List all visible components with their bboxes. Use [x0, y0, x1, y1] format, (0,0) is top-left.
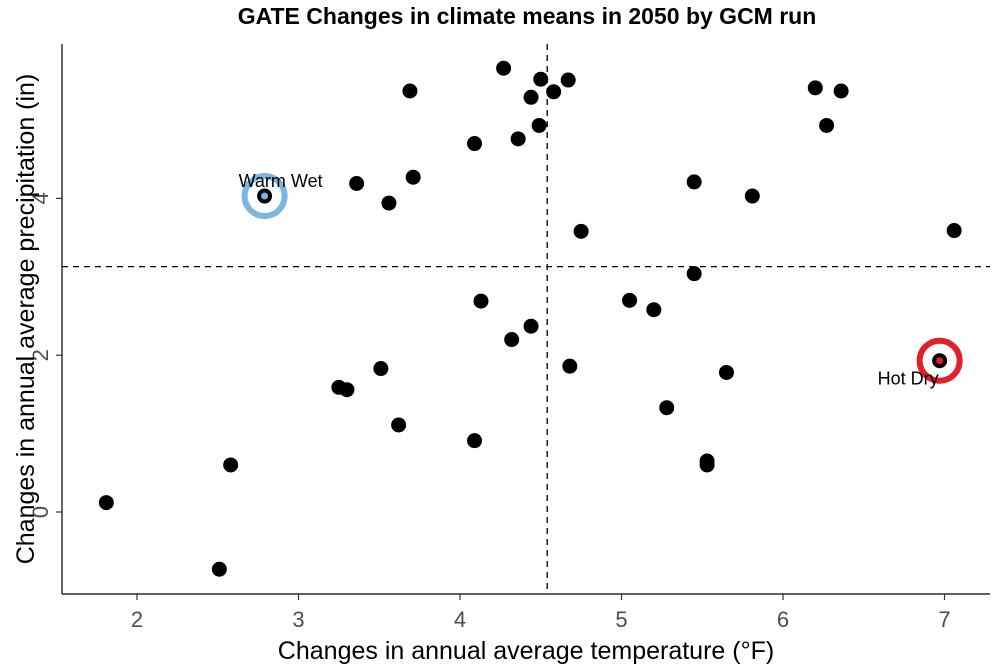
data-point — [405, 169, 421, 185]
data-point — [523, 89, 539, 105]
data-point — [349, 176, 365, 192]
axis-ticks: 2 3 4 5 6 7 0 2 4 — [28, 192, 951, 632]
data-point — [533, 71, 549, 87]
x-tick-label: 6 — [777, 607, 789, 632]
x-tick-label: 7 — [938, 607, 950, 632]
highlighted-runs: Warm Wet Hot Dry — [239, 171, 963, 389]
data-point — [573, 223, 589, 239]
data-point — [560, 72, 576, 88]
data-point — [562, 358, 578, 374]
y-axis-title: Changes in annual average precipitation … — [12, 74, 40, 565]
chart-title: GATE Changes in climate means in 2050 by… — [238, 3, 817, 29]
warm-wet-label: Warm Wet — [239, 171, 323, 191]
data-point — [381, 195, 397, 211]
warm-wet-highlight-ring — [241, 173, 288, 220]
x-axis-title: Changes in annual average temperature (°… — [278, 637, 774, 665]
data-point — [523, 318, 539, 334]
data-point — [373, 361, 389, 377]
data-point — [211, 561, 227, 577]
data-point — [686, 266, 702, 282]
data-point — [659, 400, 675, 416]
data-point — [402, 83, 418, 99]
x-tick-label: 3 — [292, 607, 304, 632]
data-points — [98, 60, 962, 577]
hot-dry-label: Hot Dry — [878, 369, 939, 389]
data-point — [686, 174, 702, 190]
y-tick-label: 2 — [28, 349, 53, 361]
data-point — [496, 60, 512, 76]
data-point — [98, 495, 114, 511]
data-point — [622, 292, 638, 308]
data-point — [718, 364, 734, 380]
data-point — [467, 136, 483, 152]
data-point — [531, 117, 547, 133]
data-point — [646, 302, 662, 318]
x-tick-label: 5 — [615, 607, 627, 632]
data-point — [819, 117, 835, 133]
data-point — [807, 80, 823, 96]
warm-wet-highlight-center — [261, 192, 269, 200]
data-point — [473, 293, 489, 309]
data-point — [339, 382, 355, 398]
hot-dry-highlight-center — [936, 357, 944, 365]
y-tick-label: 0 — [28, 506, 53, 518]
data-point — [223, 457, 239, 473]
data-point — [699, 457, 715, 473]
data-point — [510, 131, 526, 147]
data-point — [946, 223, 962, 239]
data-point — [546, 84, 562, 100]
reference-lines — [62, 44, 990, 594]
x-tick-label: 2 — [131, 607, 143, 632]
data-point — [504, 332, 520, 348]
data-point — [744, 188, 760, 204]
x-tick-label: 4 — [454, 607, 466, 632]
data-point — [391, 417, 407, 433]
data-point — [467, 433, 483, 449]
y-tick-label: 4 — [28, 192, 53, 204]
hot-dry-highlight-ring — [916, 337, 963, 384]
data-point — [833, 83, 849, 99]
